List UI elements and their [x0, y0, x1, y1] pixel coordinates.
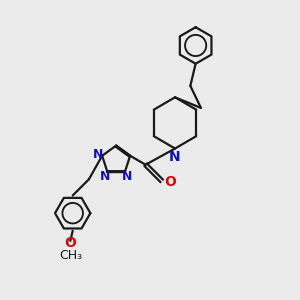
Text: O: O — [64, 236, 76, 250]
Text: O: O — [165, 176, 177, 189]
Text: CH₃: CH₃ — [59, 249, 82, 262]
Text: N: N — [92, 148, 103, 161]
Text: N: N — [100, 169, 110, 182]
Text: N: N — [169, 150, 181, 164]
Text: N: N — [122, 169, 133, 182]
